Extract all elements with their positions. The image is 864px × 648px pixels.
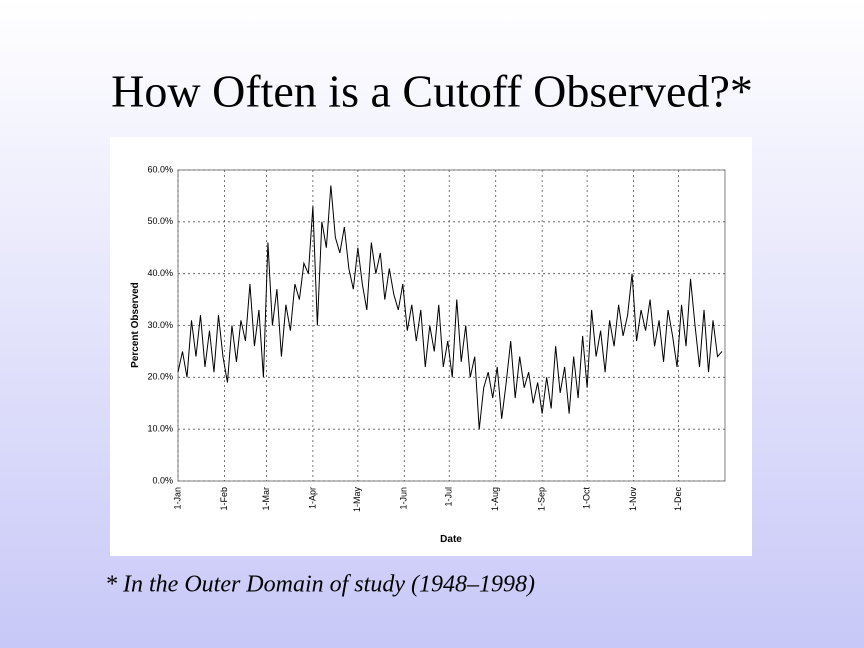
x-tick-label: 1-Dec — [673, 487, 683, 512]
y-axis-label: Percent Observed — [130, 282, 141, 368]
x-axis-label: Date — [440, 534, 462, 545]
data-line — [177, 185, 723, 430]
x-tick-label: 1-Sep — [537, 487, 547, 511]
y-tick-label: 30.0% — [147, 320, 173, 330]
x-tick-label: 1-Nov — [628, 487, 638, 512]
y-tick-label: 0.0% — [152, 475, 173, 485]
x-tick-label: 1-May — [352, 487, 362, 513]
x-tick-label: 1-Jul — [444, 487, 454, 507]
x-tick-label: 1-Jun — [399, 487, 409, 510]
y-tick-label: 40.0% — [147, 268, 173, 278]
chart-area — [110, 137, 752, 556]
x-tick-label: 1-Jan — [172, 487, 182, 510]
x-tick-label: 1-Apr — [307, 487, 317, 509]
footnote: * In the Outer Domain of study (1948–199… — [105, 572, 535, 598]
x-tick-label: 1-Oct — [582, 487, 592, 510]
x-tick-label: 1-Mar — [261, 487, 271, 511]
slide-title: How Often is a Cutoff Observed?* — [111, 66, 753, 117]
y-tick-label: 60.0% — [147, 164, 173, 174]
y-tick-label: 20.0% — [147, 372, 173, 382]
y-tick-label: 50.0% — [147, 216, 173, 226]
x-tick-label: 1-Feb — [219, 487, 229, 511]
x-tick-label: 1-Aug — [490, 487, 500, 511]
y-tick-label: 10.0% — [147, 424, 173, 434]
